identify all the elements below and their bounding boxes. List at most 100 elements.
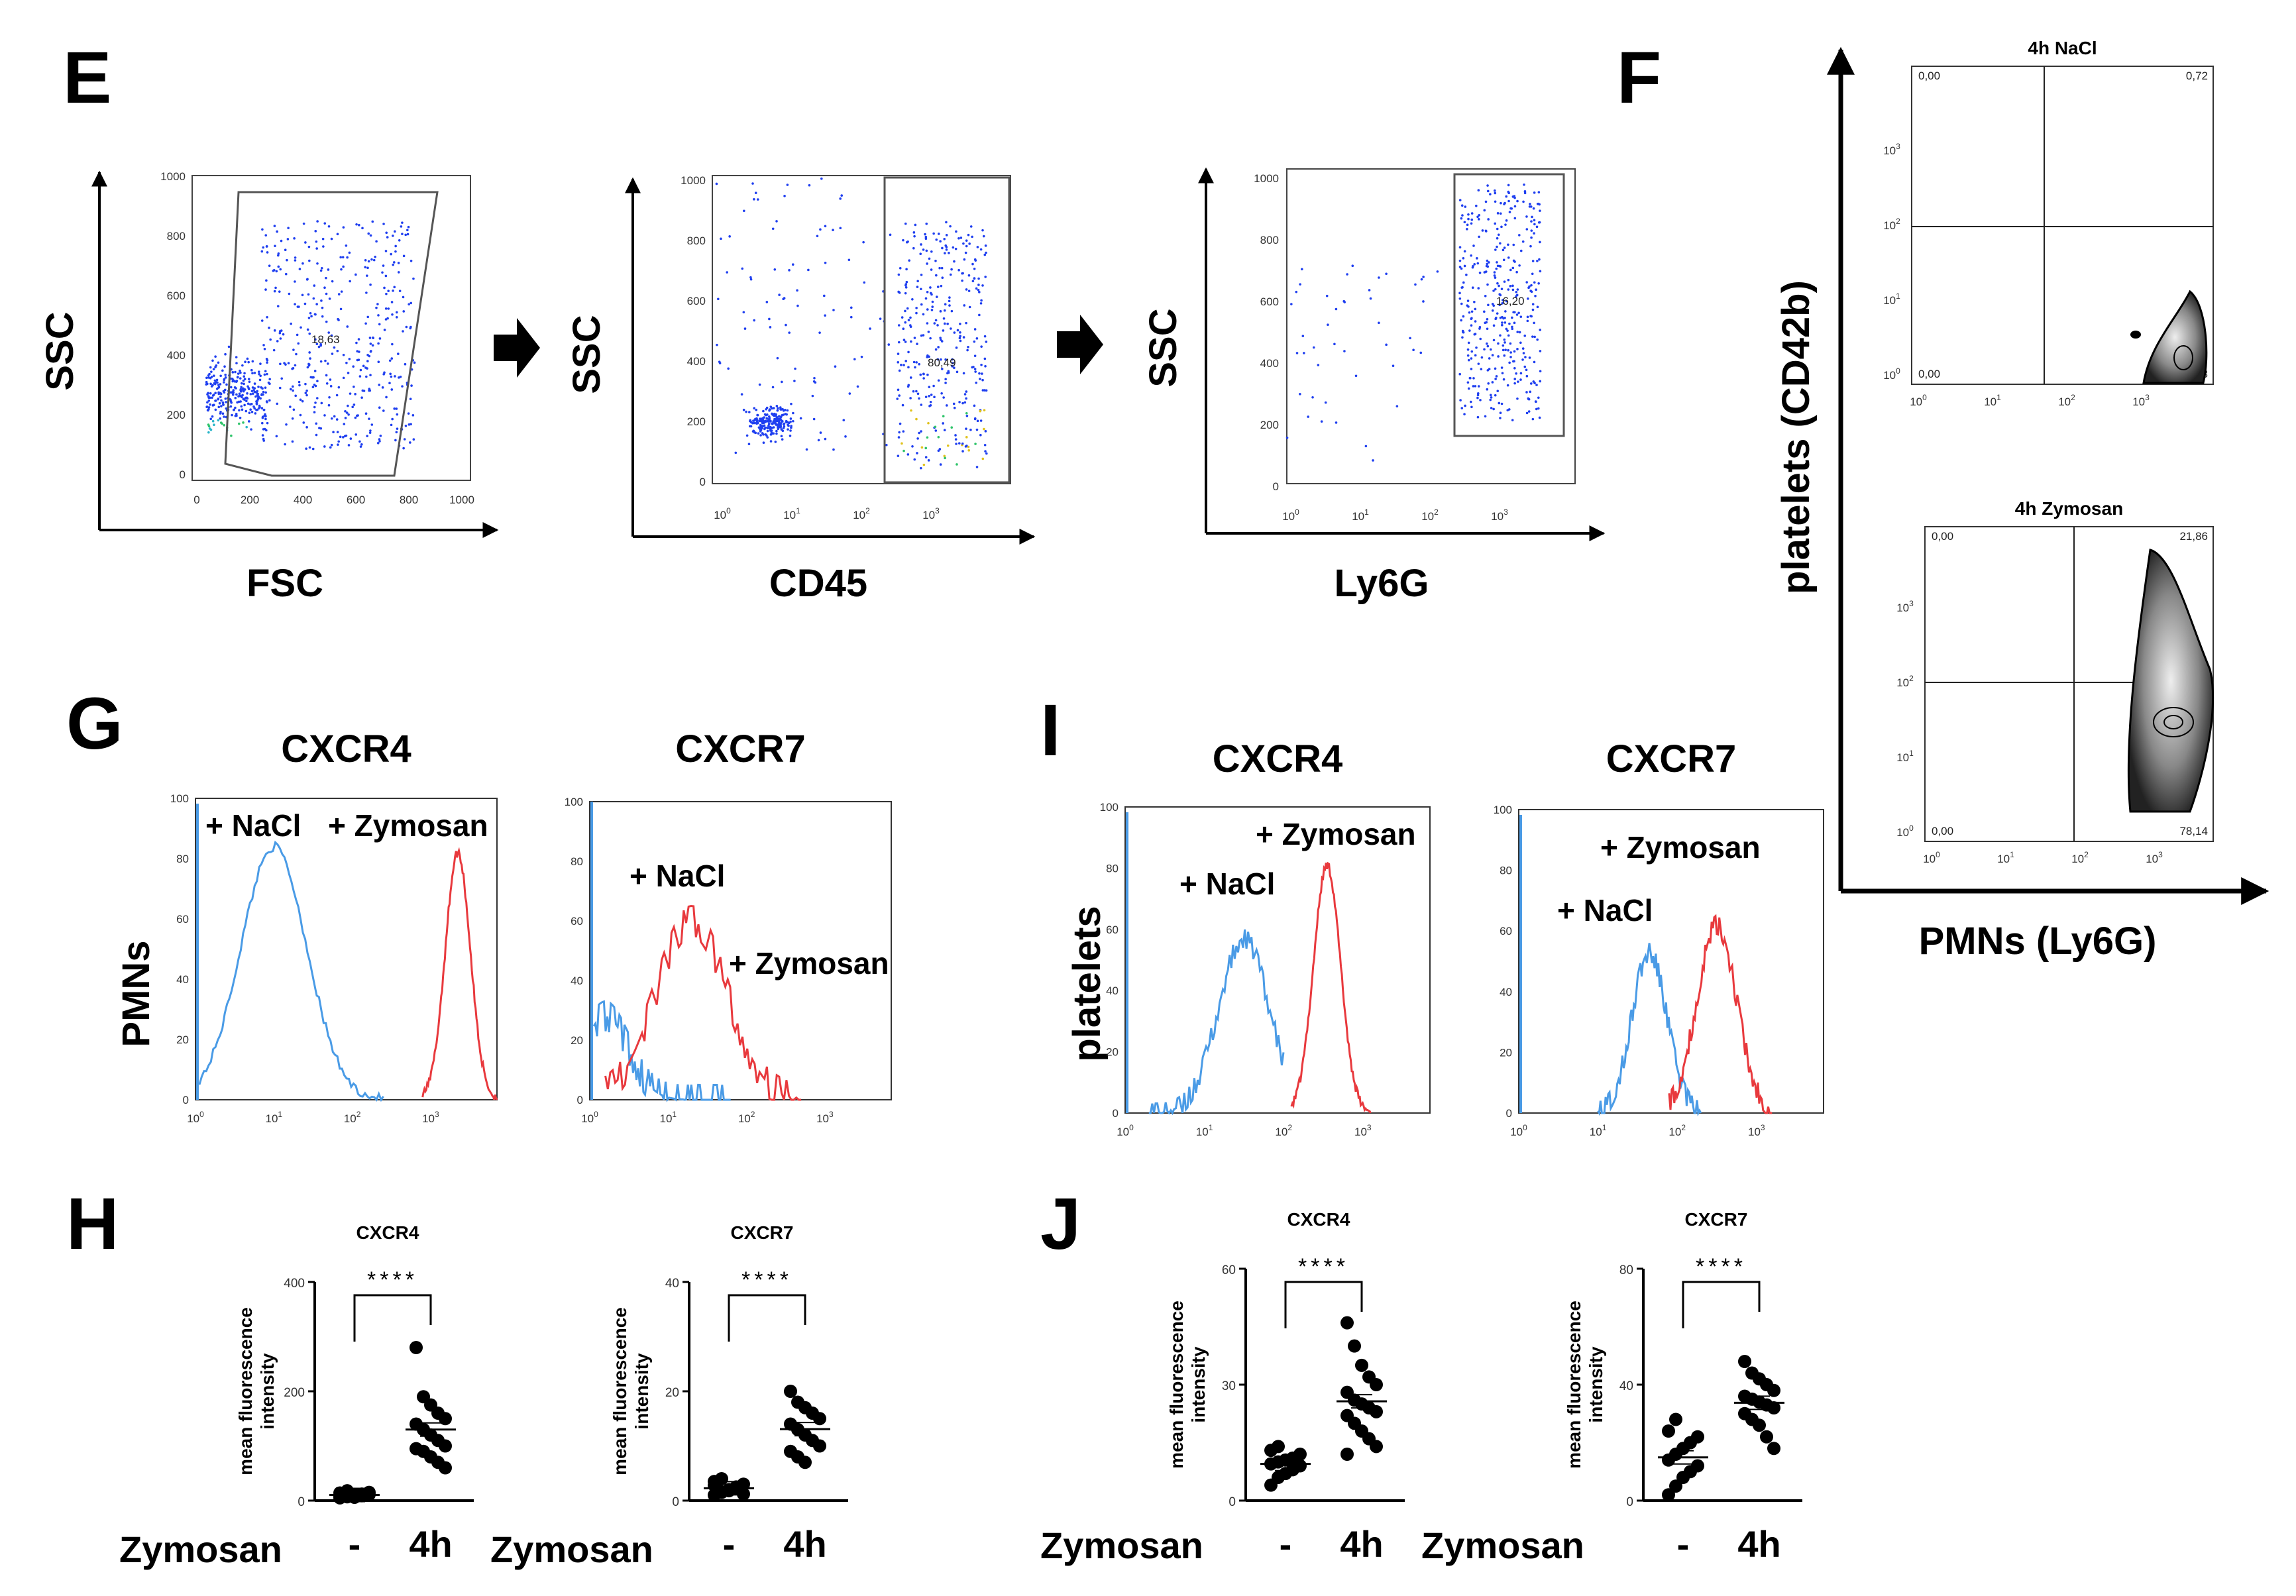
event-dot [915, 417, 918, 421]
event-dot [217, 361, 220, 364]
event-dot [1531, 260, 1535, 262]
event-dot [968, 242, 971, 245]
event-dot [961, 279, 963, 282]
event-dot [358, 223, 360, 227]
event-dot [375, 306, 378, 309]
event-dot [1523, 191, 1527, 195]
event-dot [245, 399, 248, 403]
event-dot [292, 389, 294, 392]
x-tick-label: 103 [922, 506, 940, 521]
event-dot [327, 403, 331, 407]
event-dot [265, 357, 268, 360]
event-dot [1459, 399, 1462, 401]
x-tick-label: 1000 [449, 494, 474, 506]
event-dot [1508, 211, 1511, 213]
event-dot [224, 398, 227, 400]
event-dot [243, 403, 246, 407]
event-dot [1515, 372, 1517, 375]
event-dot [958, 401, 961, 403]
y-tick-label: 0 [298, 1495, 305, 1509]
event-dot [312, 297, 315, 300]
event-dot [1458, 246, 1462, 249]
event-dot [1484, 321, 1487, 325]
event-dot [223, 388, 227, 392]
event-dot [909, 376, 912, 379]
event-dot [298, 380, 301, 384]
event-dot [789, 435, 792, 437]
event-dot [325, 382, 329, 385]
event-dot [1531, 417, 1535, 421]
event-dot [1497, 342, 1500, 345]
quadrant-plot: 4h NaCl0,000,720,0099,281001001011011021… [1883, 38, 2214, 408]
event-dot [1539, 329, 1542, 331]
event-dot [1467, 341, 1470, 345]
event-dot [1470, 222, 1473, 225]
event-dot [1494, 378, 1497, 380]
event-dot [887, 343, 891, 346]
event-dot [918, 431, 920, 435]
event-dot [944, 358, 947, 361]
event-dot [1538, 258, 1541, 261]
event-dot [337, 386, 341, 389]
density-contour [2127, 549, 2214, 813]
event-dot [342, 376, 345, 380]
event-dot [983, 335, 987, 338]
event-dot [219, 412, 222, 415]
event-dot [753, 319, 755, 322]
x-tick-label: 100 [1117, 1123, 1134, 1138]
event-dot [896, 398, 899, 400]
event-dot [1368, 289, 1371, 292]
event-dot [329, 385, 333, 388]
event-dot [942, 329, 945, 332]
event-dot [924, 237, 928, 240]
event-dot [315, 397, 319, 399]
event-dot [358, 375, 362, 378]
data-point [784, 1385, 797, 1398]
event-dot [901, 316, 904, 319]
quadrant-lower-left-value: 0,00 [1918, 368, 1940, 380]
event-dot [396, 413, 399, 416]
event-dot [973, 417, 977, 421]
event-dot [920, 274, 923, 276]
event-dot [1525, 368, 1528, 372]
event-dot [788, 421, 791, 425]
event-dot [1508, 322, 1511, 325]
event-dot [918, 397, 920, 400]
event-dot [1478, 272, 1482, 274]
event-dot [753, 407, 756, 410]
event-dot [1478, 325, 1482, 329]
event-dot [273, 225, 276, 227]
event-dot [763, 427, 766, 431]
event-dot [819, 431, 822, 434]
data-point [1767, 1401, 1780, 1414]
event-dot [1498, 284, 1500, 288]
event-dot [284, 443, 286, 446]
event-dot [212, 368, 215, 371]
event-dot [914, 366, 916, 369]
event-dot [356, 358, 359, 362]
event-dot [316, 262, 319, 265]
event-dot [718, 362, 722, 364]
event-dot [251, 392, 254, 396]
event-dot [248, 380, 251, 384]
event-dot [776, 356, 779, 360]
event-dot [366, 435, 368, 437]
event-dot [959, 323, 961, 325]
event-dot [374, 255, 376, 258]
gate-value: 80,49 [928, 356, 956, 369]
event-dot [1486, 184, 1489, 187]
event-dot [915, 311, 918, 315]
event-dot [246, 385, 249, 388]
event-dot [745, 434, 749, 437]
event-dot [394, 244, 397, 248]
event-dot [1539, 350, 1542, 352]
event-dot [276, 340, 279, 343]
event-dot [205, 405, 209, 408]
event-dot [969, 429, 972, 431]
event-dot [756, 198, 759, 201]
event-dot [1483, 310, 1486, 313]
event-dot [945, 234, 948, 237]
event-dot [345, 244, 348, 247]
